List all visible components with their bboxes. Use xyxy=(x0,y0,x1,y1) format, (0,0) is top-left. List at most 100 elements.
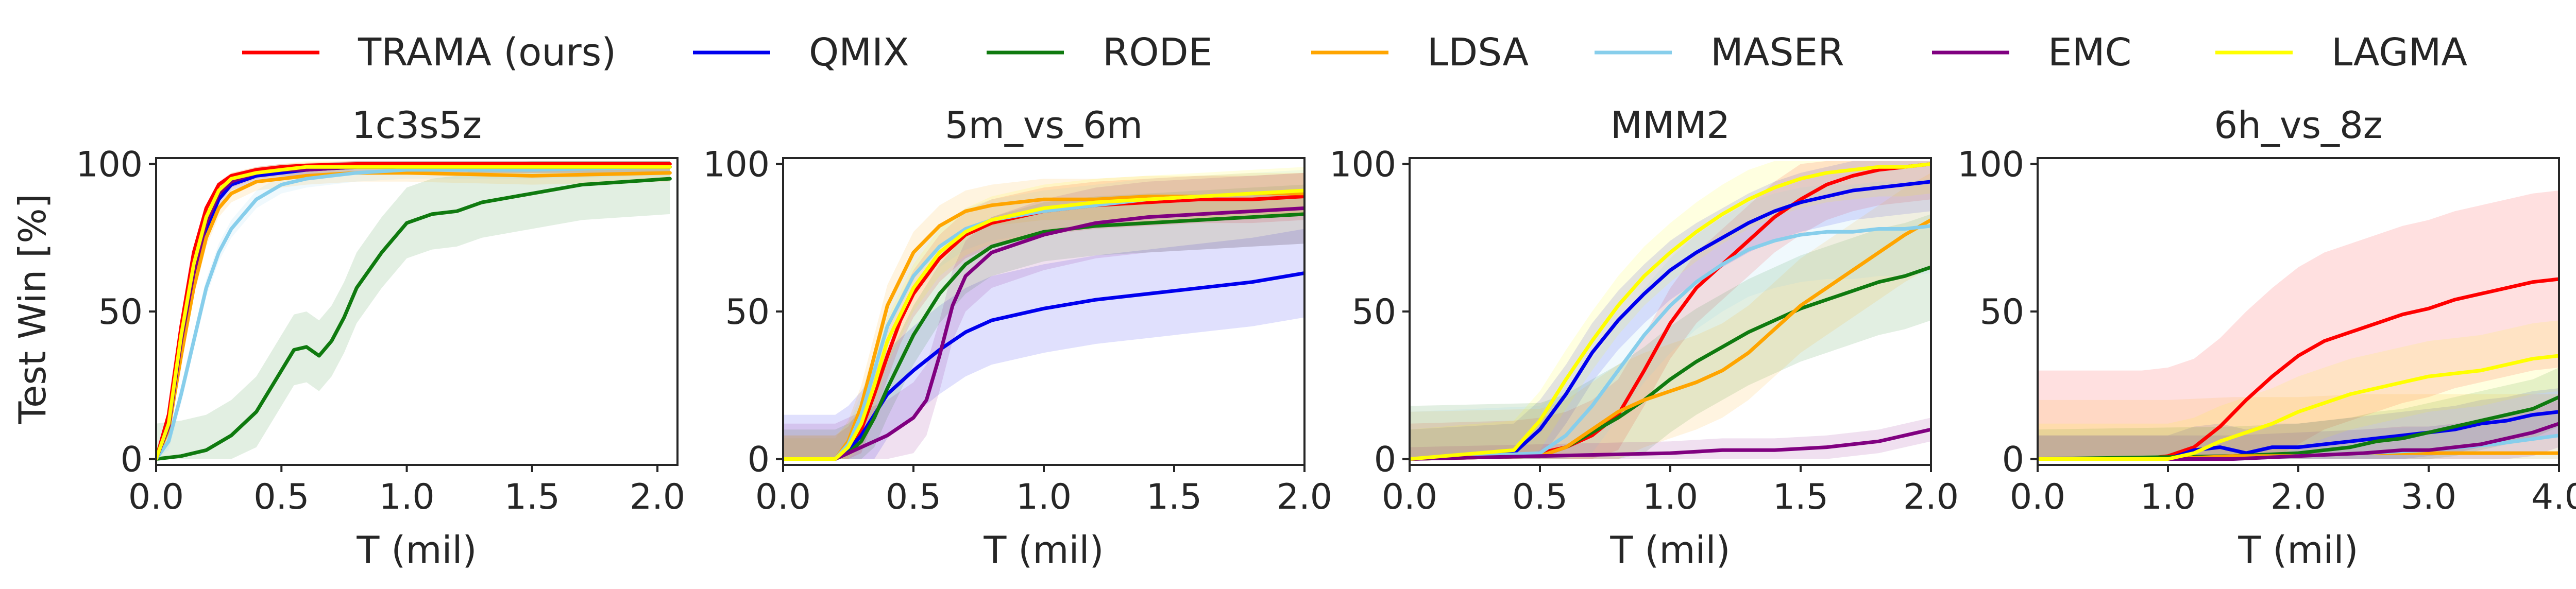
series-band-qmix xyxy=(1410,161,1931,459)
x-tick-label: 1.0 xyxy=(1642,477,1698,517)
x-tick-label: 1.0 xyxy=(2140,477,2196,517)
series-line-lagma xyxy=(2038,354,2559,461)
series-band-trama-ours xyxy=(2038,190,2559,459)
series-band-rode xyxy=(1410,214,1931,459)
legend-item-emc: EMC xyxy=(1932,30,2131,75)
panel-title: 1c3s5z xyxy=(352,103,482,147)
x-tick-label: 1.5 xyxy=(1773,477,1828,517)
y-tick-label: 0 xyxy=(748,440,770,480)
y-tick-label: 100 xyxy=(1957,144,2024,185)
series-band-trama-ours xyxy=(1410,161,1931,459)
series-line-trama-ours xyxy=(783,195,1304,461)
series-line-rode xyxy=(156,177,672,461)
x-tick-label: 0.5 xyxy=(253,477,309,517)
x-tick-label: 0.5 xyxy=(1512,477,1568,517)
panel-6h-vs-8z: 6h_vs_8z 0 50 100 0.0 1.0 2.0 3.0 4.0 T (mil) xyxy=(1957,103,2576,571)
panel-1c3s5z: 1c3s5z 0 50 100 0.0 0.5 1.0 1.5 2.0 T (mil) xyxy=(76,103,685,571)
legend-item-trama-ours: TRAMA (ours) xyxy=(242,30,616,75)
series-band-rode xyxy=(2038,367,2559,459)
x-tick-label: 0.5 xyxy=(886,477,941,517)
y-tick-label: 0 xyxy=(2002,440,2024,480)
x-tick-label: 1.0 xyxy=(1016,477,1072,517)
plot-area xyxy=(2038,190,2559,461)
legend-label: TRAMA (ours) xyxy=(358,30,616,75)
y-tick-label: 0 xyxy=(121,440,143,480)
panel-mmm2: MMM2 0 50 100 0.0 0.5 1.0 1.5 2.0 T (mil) xyxy=(1329,103,1959,571)
panel-title: MMM2 xyxy=(1611,103,1730,147)
legend-label: LDSA xyxy=(1427,30,1529,75)
x-tick-label: 4.0 xyxy=(2531,477,2576,517)
series-band-lagma xyxy=(783,167,1304,459)
y-tick-label: 50 xyxy=(1351,292,1396,333)
series-line-trama-ours xyxy=(2038,277,2559,461)
x-tick-label: 0.0 xyxy=(755,477,811,517)
panel-title: 5m_vs_6m xyxy=(945,103,1143,147)
legend-item-lagma: LAGMA xyxy=(2215,30,2467,75)
x-tick-label: 3.0 xyxy=(2401,477,2456,517)
series-band-ldsa xyxy=(1410,172,1931,459)
series-band-rode xyxy=(156,161,670,459)
x-tick-label: 0.0 xyxy=(1382,477,1437,517)
y-tick-label: 50 xyxy=(1979,292,2024,333)
series-line-lagma xyxy=(156,165,672,461)
x-tick-label: 2.0 xyxy=(630,477,685,517)
y-tick-label: 0 xyxy=(1374,440,1396,480)
series-line-emc xyxy=(2038,422,2559,461)
plot-area xyxy=(783,167,1304,461)
series-band-ldsa xyxy=(783,172,1304,459)
panel-title: 6h_vs_8z xyxy=(2214,103,2382,147)
legend-item-ldsa: LDSA xyxy=(1311,30,1529,75)
series-band-lagma xyxy=(2038,320,2559,459)
x-tick-label: 1.5 xyxy=(504,477,560,517)
series-line-maser xyxy=(1410,224,1931,461)
legend-label: RODE xyxy=(1103,30,1212,75)
series-band-lagma xyxy=(1410,161,1931,459)
x-axis-label: T (mil) xyxy=(2238,528,2358,571)
x-tick-label: 0.0 xyxy=(2010,477,2065,517)
legend-label: MASER xyxy=(1710,30,1844,75)
y-tick-label: 100 xyxy=(76,144,143,185)
y-tick-label: 100 xyxy=(1329,144,1396,185)
legend-item-maser: MASER xyxy=(1595,30,1844,75)
y-tick-label: 50 xyxy=(725,292,770,333)
y-tick-label: 50 xyxy=(98,292,143,333)
y-axis-label: Test Win [%] xyxy=(11,194,54,424)
series-line-rode xyxy=(2038,395,2559,461)
series-line-qmix xyxy=(2038,410,2559,461)
legend-label: QMIX xyxy=(809,30,909,75)
x-axis-label: T (mil) xyxy=(983,528,1104,571)
series-line-qmix xyxy=(1410,180,1931,461)
x-tick-label: 2.0 xyxy=(1903,477,1959,517)
x-axis-label: T (mil) xyxy=(356,528,477,571)
legend-label: EMC xyxy=(2048,30,2131,75)
series-band-emc xyxy=(783,172,1304,459)
x-tick-label: 0.0 xyxy=(128,477,184,517)
series-line-qmix xyxy=(783,271,1304,461)
series-line-lagma xyxy=(1410,162,1931,461)
legend-item-qmix: QMIX xyxy=(693,30,909,75)
series-line-ldsa xyxy=(156,171,672,461)
legend-label: LAGMA xyxy=(2331,30,2467,75)
series-line-rode xyxy=(783,212,1304,461)
series-line-emc xyxy=(783,206,1304,461)
series-line-emc xyxy=(1410,427,1931,461)
x-tick-label: 2.0 xyxy=(1277,477,1332,517)
x-tick-label: 1.0 xyxy=(379,477,434,517)
series-band-ldsa xyxy=(2038,394,2559,459)
series-line-maser xyxy=(156,165,672,461)
series-line-lagma xyxy=(783,188,1304,461)
x-tick-label: 1.5 xyxy=(1146,477,1202,517)
legend: TRAMA (ours) QMIX RODE LDSA MASER EMC LAGMA xyxy=(242,30,2467,75)
series-band-qmix xyxy=(783,229,1304,459)
series-band-maser xyxy=(1410,179,1931,459)
series-band-qmix xyxy=(2038,388,2559,459)
plot-area xyxy=(156,161,672,461)
legend-item-rode: RODE xyxy=(987,30,1212,75)
panel-5m-vs-6m: 5m_vs_6m 0 50 100 0.0 0.5 1.0 1.5 2.0 T (mil) xyxy=(703,103,1332,571)
x-axis-label: T (mil) xyxy=(1609,528,1730,571)
series-band-emc xyxy=(2038,400,2559,459)
y-tick-label: 100 xyxy=(703,144,770,185)
series-line-ldsa xyxy=(1410,218,1931,461)
series-band-maser xyxy=(2038,411,2559,459)
